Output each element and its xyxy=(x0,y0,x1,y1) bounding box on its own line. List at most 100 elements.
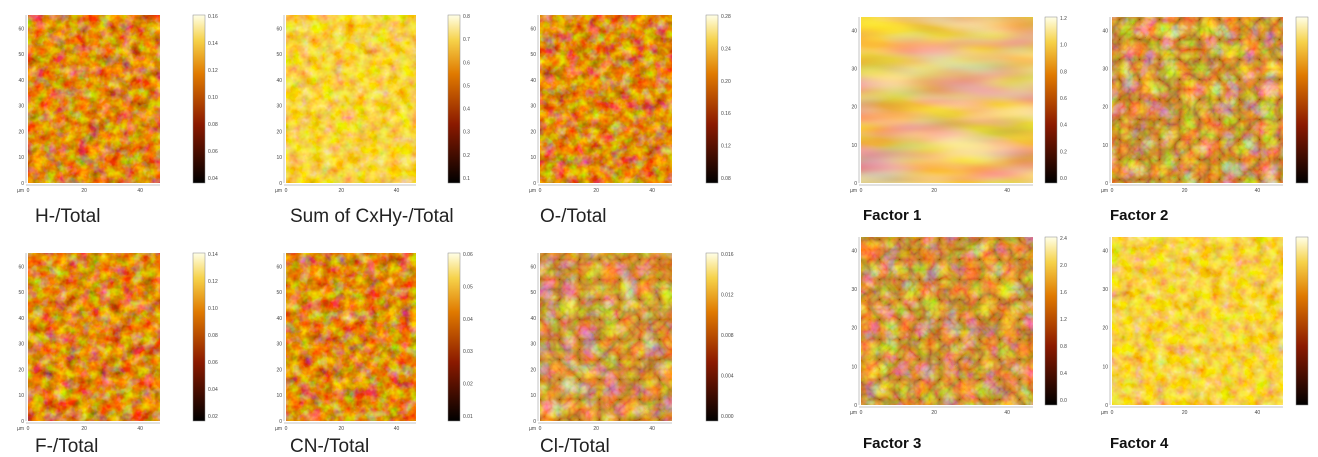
colorbar-tick-label: 0.12 xyxy=(208,68,218,74)
y-tick-label: 30 xyxy=(530,104,536,110)
y-tick-label: 0 xyxy=(1105,403,1108,409)
y-tick-label: 0 xyxy=(1105,181,1108,187)
y-tick-label: 40 xyxy=(1102,28,1108,34)
y-tick-label: 40 xyxy=(18,78,24,84)
y-tick-label: 10 xyxy=(1102,364,1108,370)
colorbar-tick-label: 0.28 xyxy=(721,14,731,20)
colorbar-tick-label: 2.0 xyxy=(1060,263,1067,269)
axis-unit: µm xyxy=(1101,188,1108,194)
y-tick-label: 20 xyxy=(1102,105,1108,111)
map-image xyxy=(540,253,672,421)
colorbar-tick-label: 0.06 xyxy=(208,360,218,366)
x-tick-label: 20 xyxy=(931,188,937,194)
y-tick-label: 50 xyxy=(530,290,536,296)
colorbar xyxy=(706,15,718,183)
colorbar-tick-label: 0.16 xyxy=(208,14,218,20)
colorbar-tick-label: 0.012 xyxy=(721,293,734,299)
caption: Factor 2 xyxy=(1110,207,1168,224)
colorbar-tick-label: 0.10 xyxy=(208,306,218,312)
colorbar-tick-label: 0.2 xyxy=(463,153,470,159)
axis-unit: µm xyxy=(529,426,536,432)
y-tick-label: 40 xyxy=(530,316,536,322)
y-tick-label: 0 xyxy=(854,181,857,187)
colorbar-tick-label: 0.24 xyxy=(721,46,731,52)
colorbar-tick-label: 0.004 xyxy=(721,374,734,380)
colorbar-tick-label: 0.2 xyxy=(1060,149,1067,155)
y-tick-label: 60 xyxy=(276,264,282,270)
map-image xyxy=(286,253,416,421)
y-tick-label: 30 xyxy=(1102,66,1108,72)
x-tick-label: 20 xyxy=(81,426,87,432)
y-tick-label: 40 xyxy=(851,248,857,254)
y-tick-label: 60 xyxy=(18,264,24,270)
colorbar-tick-label: 1.2 xyxy=(1060,16,1067,22)
colorbar-tick-label: 0.04 xyxy=(208,176,218,182)
y-tick-label: 20 xyxy=(18,129,24,135)
y-tick-label: 10 xyxy=(1102,143,1108,149)
y-tick-label: 0 xyxy=(533,419,536,425)
map-image xyxy=(861,17,1033,183)
x-tick-label: 40 xyxy=(137,188,143,194)
y-tick-label: 40 xyxy=(530,78,536,84)
y-tick-label: 30 xyxy=(530,342,536,348)
y-tick-label: 40 xyxy=(1102,248,1108,254)
y-tick-label: 40 xyxy=(276,316,282,322)
colorbar-tick-label: 1.2 xyxy=(1060,317,1067,323)
colorbar xyxy=(706,253,718,421)
colorbar-tick-label: 0.02 xyxy=(208,414,218,420)
colorbar-tick-label: 0.0 xyxy=(1060,176,1067,182)
x-tick-label: 20 xyxy=(593,188,599,194)
y-tick-label: 60 xyxy=(530,264,536,270)
colorbar xyxy=(1296,237,1308,405)
y-tick-label: 0 xyxy=(279,181,282,187)
colorbar-tick-label: 0.04 xyxy=(463,317,473,323)
y-tick-label: 20 xyxy=(530,367,536,373)
caption: Factor 3 xyxy=(863,435,921,452)
axis-unit: µm xyxy=(17,188,24,194)
x-tick-label: 20 xyxy=(593,426,599,432)
y-tick-label: 10 xyxy=(18,155,24,161)
colorbar-tick-label: 0.05 xyxy=(463,284,473,290)
colorbar-tick-label: 0.0 xyxy=(1060,398,1067,404)
y-tick-label: 30 xyxy=(851,66,857,72)
y-tick-label: 20 xyxy=(276,129,282,135)
y-tick-label: 0 xyxy=(533,181,536,187)
map-image xyxy=(540,15,672,183)
caption: Factor 4 xyxy=(1110,435,1169,452)
colorbar-tick-label: 0.08 xyxy=(208,333,218,339)
x-tick-label: 0 xyxy=(285,426,288,432)
map-image xyxy=(1112,237,1283,405)
colorbar-tick-label: 0.14 xyxy=(208,252,218,258)
caption: F-/Total xyxy=(35,436,98,457)
y-tick-label: 20 xyxy=(530,129,536,135)
colorbar-tick-label: 0.8 xyxy=(1060,69,1067,75)
y-tick-label: 30 xyxy=(18,342,24,348)
y-tick-label: 50 xyxy=(276,290,282,296)
y-tick-label: 30 xyxy=(276,342,282,348)
x-tick-label: 40 xyxy=(1255,188,1261,194)
axis-unit: µm xyxy=(1101,410,1108,416)
colorbar-tick-label: 0.08 xyxy=(721,176,731,182)
y-tick-label: 10 xyxy=(18,393,24,399)
y-tick-label: 10 xyxy=(851,143,857,149)
colorbar xyxy=(448,15,460,183)
x-tick-label: 40 xyxy=(649,188,655,194)
y-tick-label: 20 xyxy=(851,105,857,111)
map-image xyxy=(286,15,416,183)
colorbar xyxy=(1045,17,1057,183)
x-tick-label: 0 xyxy=(539,188,542,194)
y-tick-label: 0 xyxy=(854,403,857,409)
colorbar-tick-label: 0.03 xyxy=(463,349,473,355)
colorbar-tick-label: 0.06 xyxy=(463,252,473,258)
x-tick-label: 0 xyxy=(539,426,542,432)
colorbar-tick-label: 0.04 xyxy=(208,387,218,393)
y-tick-label: 50 xyxy=(18,52,24,58)
colorbar-tick-label: 1.6 xyxy=(1060,290,1067,296)
colorbar-tick-label: 1.0 xyxy=(1060,43,1067,49)
x-tick-label: 40 xyxy=(1004,188,1010,194)
colorbar-tick-label: 0.1 xyxy=(463,176,470,182)
x-tick-label: 0 xyxy=(285,188,288,194)
axis-unit: µm xyxy=(850,188,857,194)
colorbar-tick-label: 0.08 xyxy=(208,122,218,128)
colorbar-tick-label: 0.3 xyxy=(463,130,470,136)
